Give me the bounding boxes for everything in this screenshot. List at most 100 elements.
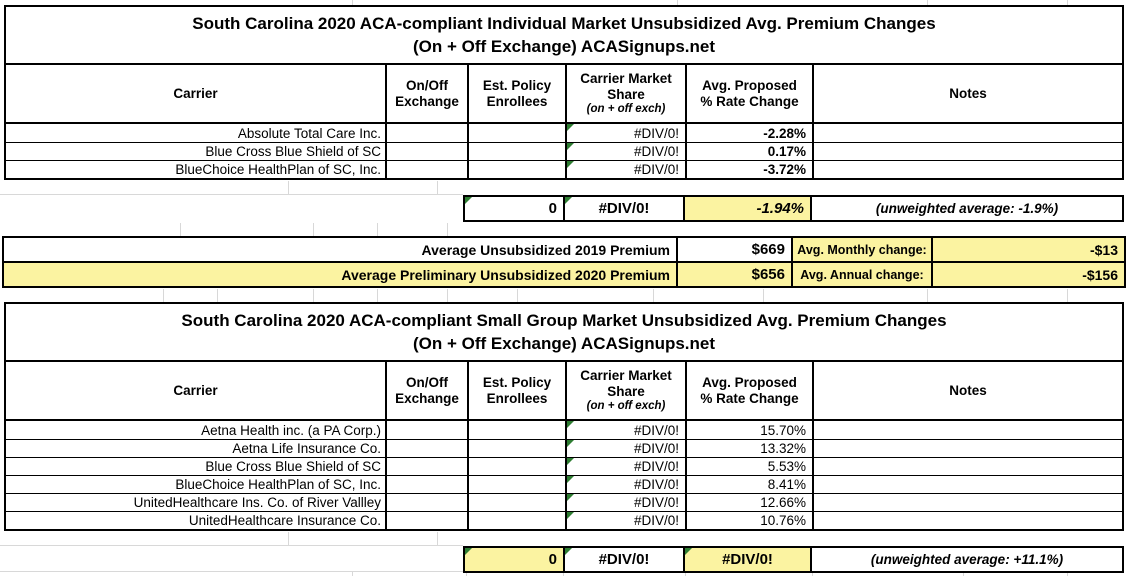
- market-share-cell[interactable]: #DIV/0!: [565, 161, 685, 178]
- table-row: BlueChoice HealthPlan of SC, Inc. #DIV/0…: [6, 475, 1122, 493]
- notes-cell[interactable]: [812, 161, 1122, 178]
- column-header-exchange[interactable]: On/Off Exchange: [385, 362, 467, 419]
- rate-change-cell[interactable]: 0.17%: [685, 143, 812, 160]
- small-group-summary-row: 0 #DIV/0! #DIV/0! (unweighted average: +…: [463, 546, 1124, 573]
- carrier-cell[interactable]: UnitedHealthcare Ins. Co. of River Valll…: [133, 495, 381, 510]
- notes-cell[interactable]: [812, 494, 1122, 511]
- rate-change-cell[interactable]: -2.28%: [685, 124, 812, 142]
- exchange-cell[interactable]: [385, 512, 467, 529]
- exchange-cell[interactable]: [385, 476, 467, 493]
- enrollees-cell[interactable]: [467, 124, 565, 142]
- change-value-cell[interactable]: -$156: [931, 263, 1124, 286]
- rate-change-cell[interactable]: -3.72%: [685, 161, 812, 178]
- rate-change-cell[interactable]: 13.32%: [685, 440, 812, 457]
- notes-cell[interactable]: [812, 512, 1122, 529]
- carrier-cell[interactable]: Aetna Life Insurance Co.: [232, 441, 381, 456]
- error-indicator-icon: [567, 494, 574, 501]
- exchange-cell[interactable]: [385, 124, 467, 142]
- carrier-cell[interactable]: BlueChoice HealthPlan of SC, Inc.: [175, 477, 381, 492]
- change-label-cell[interactable]: Avg. Annual change:: [791, 263, 931, 286]
- market-share-cell[interactable]: #DIV/0!: [565, 124, 685, 142]
- premium-label-cell[interactable]: Average Preliminary Unsubsidized 2020 Pr…: [4, 263, 676, 286]
- column-header-carrier[interactable]: Carrier: [173, 85, 218, 101]
- enrollees-cell[interactable]: [467, 440, 565, 457]
- avg-rate-cell[interactable]: #DIV/0!: [683, 548, 810, 571]
- small-group-market-title[interactable]: South Carolina 2020 ACA-compliant Small …: [6, 304, 1122, 362]
- market-share-cell[interactable]: #DIV/0!: [565, 476, 685, 493]
- carrier-cell[interactable]: Absolute Total Care Inc.: [237, 125, 381, 141]
- title-line-1: South Carolina 2020 ACA-compliant Small …: [181, 311, 947, 330]
- notes-cell[interactable]: [812, 143, 1122, 160]
- unweighted-average-note[interactable]: (unweighted average: +11.1%): [810, 548, 1122, 571]
- exchange-cell[interactable]: [385, 421, 467, 439]
- enrollees-cell[interactable]: [467, 143, 565, 160]
- rate-change-cell[interactable]: 15.70%: [685, 421, 812, 439]
- individual-market-table: South Carolina 2020 ACA-compliant Indivi…: [4, 5, 1124, 180]
- column-header-notes[interactable]: Notes: [812, 362, 1122, 419]
- enrollees-cell[interactable]: [467, 161, 565, 178]
- exchange-cell[interactable]: [385, 494, 467, 511]
- table-row: Blue Cross Blue Shield of SC #DIV/0! 0.1…: [6, 142, 1122, 160]
- market-share-cell[interactable]: #DIV/0!: [565, 512, 685, 529]
- column-header-enrollees[interactable]: Est. Policy Enrollees: [467, 65, 565, 122]
- column-header-exchange[interactable]: On/Off Exchange: [385, 65, 467, 122]
- avg-rate-cell[interactable]: -1.94%: [683, 197, 810, 220]
- rate-change-cell[interactable]: 8.41%: [685, 476, 812, 493]
- notes-cell[interactable]: [812, 124, 1122, 142]
- column-header-market-share[interactable]: Carrier Market Share (on + off exch): [565, 65, 685, 122]
- total-enrollees-cell[interactable]: 0: [465, 548, 563, 571]
- premium-value-cell[interactable]: $669: [676, 238, 791, 261]
- individual-market-title[interactable]: South Carolina 2020 ACA-compliant Indivi…: [6, 7, 1122, 65]
- table-row: Aetna Life Insurance Co. #DIV/0! 13.32%: [6, 439, 1122, 457]
- carrier-cell[interactable]: Blue Cross Blue Shield of SC: [205, 144, 381, 159]
- premium-row: Average Preliminary Unsubsidized 2020 Pr…: [4, 261, 1124, 286]
- market-share-cell[interactable]: #DIV/0!: [565, 494, 685, 511]
- column-header-enrollees[interactable]: Est. Policy Enrollees: [467, 362, 565, 419]
- change-label-cell[interactable]: Avg. Monthly change:: [791, 238, 931, 261]
- individual-market-header-row: Carrier On/Off Exchange Est. Policy Enroll…: [6, 65, 1122, 124]
- error-indicator-icon: [567, 440, 574, 447]
- exchange-cell[interactable]: [385, 458, 467, 475]
- total-enrollees-cell[interactable]: 0: [465, 197, 563, 220]
- premium-label-cell[interactable]: Average Unsubsidized 2019 Premium: [421, 241, 670, 258]
- exchange-cell[interactable]: [385, 143, 467, 160]
- notes-cell[interactable]: [812, 421, 1122, 439]
- market-share-cell[interactable]: #DIV/0!: [565, 421, 685, 439]
- enrollees-cell[interactable]: [467, 421, 565, 439]
- market-share-cell[interactable]: #DIV/0!: [565, 440, 685, 457]
- notes-cell[interactable]: [812, 458, 1122, 475]
- column-header-notes[interactable]: Notes: [812, 65, 1122, 122]
- enrollees-cell[interactable]: [467, 458, 565, 475]
- carrier-cell[interactable]: Aetna Health inc. (a PA Corp.): [201, 422, 381, 438]
- notes-cell[interactable]: [812, 440, 1122, 457]
- notes-cell[interactable]: [812, 476, 1122, 493]
- exchange-cell[interactable]: [385, 161, 467, 178]
- error-indicator-icon: [567, 143, 574, 150]
- table-row: Blue Cross Blue Shield of SC #DIV/0! 5.5…: [6, 457, 1122, 475]
- carrier-cell[interactable]: Blue Cross Blue Shield of SC: [205, 459, 381, 474]
- title-line-1: South Carolina 2020 ACA-compliant Indivi…: [192, 14, 936, 33]
- market-share-cell[interactable]: #DIV/0!: [565, 143, 685, 160]
- error-indicator-icon: [565, 197, 572, 204]
- unweighted-average-note[interactable]: (unweighted average: -1.9%): [810, 197, 1122, 220]
- column-header-carrier[interactable]: Carrier: [173, 382, 218, 398]
- exchange-cell[interactable]: [385, 440, 467, 457]
- enrollees-cell[interactable]: [467, 494, 565, 511]
- rate-change-cell[interactable]: 5.53%: [685, 458, 812, 475]
- column-header-rate-change[interactable]: Avg. Proposed% Rate Change: [685, 362, 812, 419]
- enrollees-cell[interactable]: [467, 476, 565, 493]
- total-share-cell[interactable]: #DIV/0!: [563, 197, 683, 220]
- column-header-market-share[interactable]: Carrier Market Share (on + off exch): [565, 362, 685, 419]
- total-share-cell[interactable]: #DIV/0!: [563, 548, 683, 571]
- small-group-market-table: South Carolina 2020 ACA-compliant Small …: [4, 302, 1124, 531]
- enrollees-cell[interactable]: [467, 512, 565, 529]
- carrier-cell[interactable]: BlueChoice HealthPlan of SC, Inc.: [175, 162, 381, 177]
- rate-change-cell[interactable]: 10.76%: [685, 512, 812, 529]
- change-value-cell[interactable]: -$13: [931, 238, 1124, 261]
- rate-change-cell[interactable]: 12.66%: [685, 494, 812, 511]
- market-share-cell[interactable]: #DIV/0!: [565, 458, 685, 475]
- column-header-rate-change[interactable]: Avg. Proposed% Rate Change: [685, 65, 812, 122]
- table-row: UnitedHealthcare Ins. Co. of River Valll…: [6, 493, 1122, 511]
- premium-value-cell[interactable]: $656: [676, 263, 791, 286]
- carrier-cell[interactable]: UnitedHealthcare Insurance Co.: [188, 513, 381, 528]
